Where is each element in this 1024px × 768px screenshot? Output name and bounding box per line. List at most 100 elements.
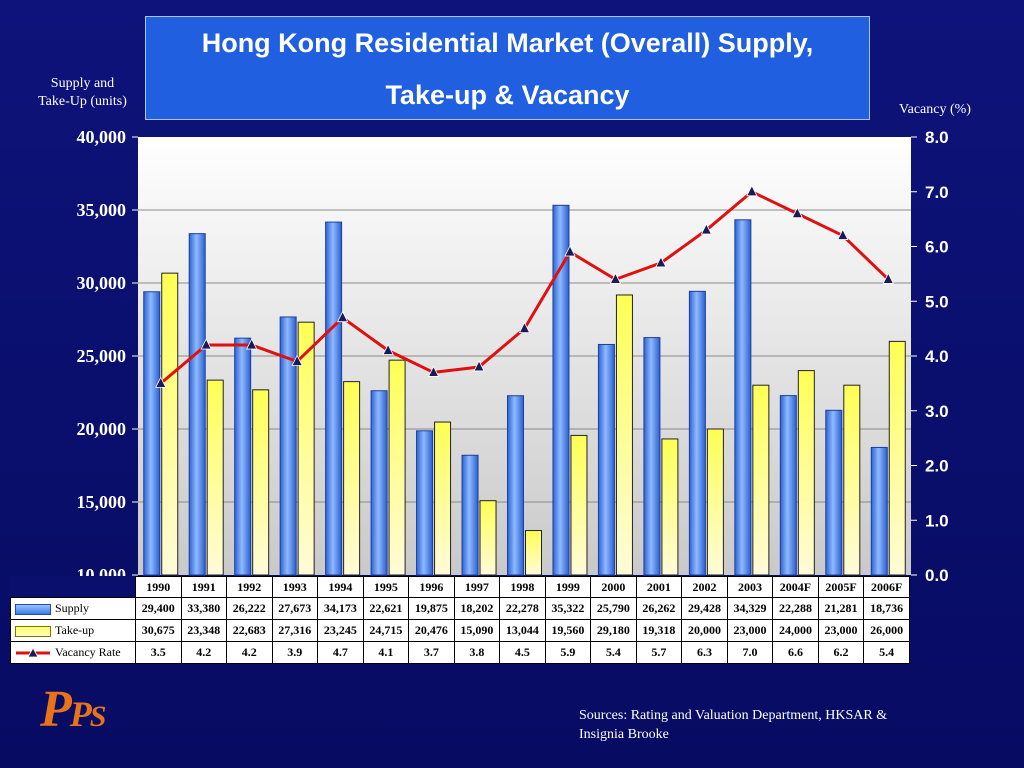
year-header-cell: 1997 — [453, 576, 501, 598]
vacancy-marker — [882, 272, 894, 284]
year-header-cell: 1998 — [499, 576, 546, 598]
year-header-cell: 2003 — [726, 576, 774, 598]
table-cell: 26,000 — [863, 619, 910, 642]
takeup-bar — [252, 389, 270, 576]
takeup-bar — [888, 340, 906, 576]
table-row-supply: Supply 29,400 33,380 26,222 27,673 34,173 22,… — [10, 597, 910, 620]
vacancy-marker — [837, 228, 849, 240]
table-cell: 20,476 — [408, 619, 455, 642]
takeup-bar — [161, 272, 179, 576]
table-cell: 23,245 — [317, 619, 364, 642]
table-cell: 21,281 — [817, 597, 865, 620]
year-header-cell: 1996 — [408, 576, 455, 598]
takeup-bar — [525, 530, 542, 576]
row-label-takeup: Take-up — [10, 619, 136, 642]
table-cell: 29,400 — [135, 597, 182, 620]
vacancy-marker — [200, 338, 212, 350]
left-axis-title: Supply and Take-Up (units) — [20, 75, 145, 111]
year-header-cell: 1993 — [271, 576, 319, 598]
table-cell: 6.3 — [681, 641, 728, 664]
table-cell: 29,428 — [681, 597, 728, 620]
vacancy-marker — [246, 338, 258, 350]
table-cell: 19,560 — [544, 619, 592, 642]
takeup-bar — [434, 421, 452, 576]
left-tick-label: 25,000 — [77, 346, 127, 366]
table-cell: 4.1 — [362, 641, 410, 664]
vacancy-marker — [655, 256, 667, 268]
pps-logo: PPS — [40, 681, 106, 738]
table-cell: 23,000 — [817, 619, 865, 642]
source-line1: Sources: Rating and Valuation Department… — [579, 708, 888, 723]
supply-bar — [279, 316, 297, 576]
vacancy-marker — [746, 184, 758, 197]
vacancy-marker — [564, 245, 576, 257]
table-cell: 35,322 — [544, 597, 592, 620]
left-axis-title-line1: Supply and — [50, 76, 115, 91]
table-cell: 22,683 — [226, 619, 273, 642]
takeup-bar — [661, 438, 679, 576]
year-header-cell: 1995 — [362, 576, 410, 598]
supply-bar — [597, 343, 615, 576]
takeup-bar — [479, 500, 497, 576]
supply-bar — [461, 454, 479, 576]
table-cell: 19,318 — [635, 619, 683, 642]
supply-bar — [143, 291, 161, 576]
year-header-cell: 1994 — [317, 576, 364, 598]
right-tick-label: 4.0 — [925, 347, 949, 366]
supply-bar — [325, 221, 343, 576]
table-cell: 3.5 — [135, 641, 182, 664]
table-cell: 22,288 — [772, 597, 819, 620]
takeup-bar — [206, 379, 224, 576]
supply-bar — [234, 337, 252, 576]
year-header-cell: 1991 — [180, 576, 228, 598]
left-tick-label: 15,000 — [77, 492, 127, 512]
vacancy-marker — [518, 321, 531, 334]
table-cell: 25,790 — [590, 597, 637, 620]
year-header-cell: 2005F — [817, 576, 865, 598]
vacancy-marker — [473, 360, 485, 372]
takeup-bar — [843, 384, 861, 576]
table-cell: 22,278 — [499, 597, 546, 620]
table-cell: 5.9 — [544, 641, 592, 664]
right-axis-title: Vacancy (%) — [899, 102, 971, 117]
right-tick-label: 8.0 — [925, 128, 949, 147]
vacancy-marker — [382, 343, 394, 355]
table-cell: 3.8 — [453, 641, 501, 664]
takeup-bar — [570, 434, 588, 576]
takeup-label: Take-up — [55, 623, 95, 637]
table-cell: 33,380 — [180, 597, 228, 620]
takeup-bar — [615, 294, 633, 576]
year-header-cell: 2002 — [681, 576, 728, 598]
table-cell: 6.2 — [817, 641, 865, 664]
row-label-supply: Supply — [10, 597, 136, 620]
supply-bar — [507, 395, 524, 576]
left-tick-label: 35,000 — [77, 200, 127, 220]
table-cell: 5.4 — [590, 641, 637, 664]
year-header-cell: 1999 — [544, 576, 592, 598]
vacancy-marker — [155, 376, 167, 388]
table-corner — [10, 576, 136, 598]
table-cell: 7.0 — [726, 641, 774, 664]
table-cell: 3.9 — [271, 641, 319, 664]
table-cell: 13,044 — [499, 619, 546, 642]
table-cell: 30,675 — [135, 619, 182, 642]
takeup-bar — [388, 359, 406, 576]
left-tick-label: 20,000 — [77, 419, 127, 439]
table-cell: 24,715 — [362, 619, 410, 642]
right-tick-label: 6.0 — [925, 238, 949, 257]
table-cell: 20,000 — [681, 619, 728, 642]
supply-bar — [188, 233, 206, 576]
vacancy-marker — [291, 354, 303, 366]
right-tick-label: 7.0 — [925, 183, 949, 202]
right-tick-label: 3.0 — [925, 402, 949, 421]
vacancy-legend-key — [16, 647, 50, 658]
table-cell: 18,736 — [863, 597, 910, 620]
table-cell: 18,202 — [453, 597, 501, 620]
supply-bar — [416, 430, 434, 576]
table-cell: 5.4 — [863, 641, 910, 664]
year-header-cell: 2006F — [863, 576, 910, 598]
vacancy-marker — [336, 310, 349, 323]
table-row-vacancy: Vacancy Rate 3.5 4.2 4.2 3.9 4.7 4.1 3.7 3.8 4.5… — [10, 641, 910, 664]
table-cell: 27,316 — [271, 619, 319, 642]
supply-bar — [370, 390, 388, 576]
